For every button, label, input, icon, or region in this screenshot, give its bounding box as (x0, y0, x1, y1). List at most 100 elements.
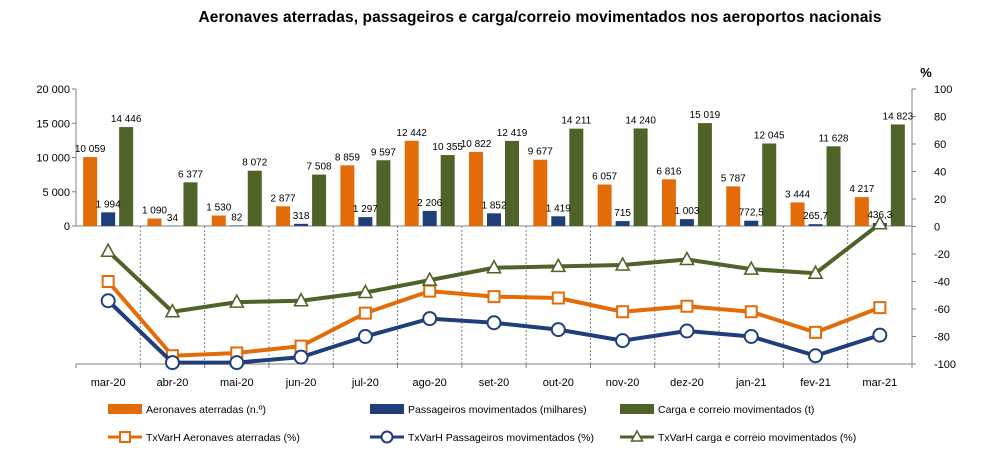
right-axis-tick-label: -80 (934, 332, 950, 344)
bar-data-label: 5 787 (721, 173, 746, 184)
bar (469, 151, 483, 226)
bar (440, 155, 455, 226)
x-axis-label: mar-21 (862, 377, 897, 389)
point-marker (357, 329, 373, 344)
x-axis-label: jun-20 (285, 377, 317, 389)
bar (854, 197, 869, 226)
x-axis-label: set-20 (479, 377, 510, 389)
point-marker (550, 257, 567, 273)
bar-data-label: 6 377 (178, 169, 203, 180)
lines (100, 215, 888, 371)
legend-marker (630, 429, 644, 442)
axes: 0 5 000 10 000 15 000 20 000 -100 -80 -60 -40 -20… (36, 65, 956, 389)
legend-label: TxVarH Passageiros movimentados (%) (408, 432, 594, 444)
bar-data-label: 14 211 (561, 116, 591, 127)
bar (505, 140, 519, 226)
right-axis-tick-label: 40 (934, 167, 946, 179)
point-marker (872, 327, 888, 343)
point-marker (421, 271, 438, 286)
point-marker (614, 256, 631, 271)
bar (790, 202, 805, 226)
left-axis-tick-label: 15 000 (36, 118, 70, 130)
point-marker (616, 305, 630, 319)
bar-data-label: 1 090 (142, 206, 167, 217)
left-axis-tick-label: 20 000 (36, 84, 70, 96)
bar (404, 140, 419, 226)
point-marker (101, 275, 115, 288)
bar-data-label: 14 823 (883, 111, 914, 122)
bar (744, 220, 759, 226)
bar-data-label: 1 994 (96, 199, 121, 210)
legend-label: Aeronaves aterradas (n.º) (146, 404, 266, 416)
bar-data-label: 10 355 (432, 142, 463, 153)
bar-labels: 10 059 1 090 1 530 2 877 8 859 12 442 10 822 9 … (75, 110, 914, 224)
point-marker (358, 306, 372, 320)
bar (615, 221, 630, 226)
bar-data-label: 9 597 (371, 147, 396, 158)
legend: Aeronaves aterradas (n.º) Passageiros mov… (108, 404, 856, 444)
bar (211, 215, 226, 226)
right-axis-tick-label: 80 (934, 112, 946, 124)
bar (312, 174, 327, 226)
bar-data-label: 12 045 (754, 130, 785, 141)
bar-data-label: 14 446 (111, 114, 142, 125)
legend-swatch (620, 404, 654, 414)
point-marker (229, 355, 245, 371)
right-axis-tick-label: 60 (934, 139, 946, 151)
bar (551, 216, 566, 226)
bar-data-label: 11 628 (819, 133, 849, 144)
legend-swatch (370, 404, 404, 414)
bar-data-label: 1 419 (546, 203, 571, 214)
bar-data-label: 2 877 (271, 193, 296, 204)
point-marker (164, 355, 180, 371)
right-axis-tick-label: -100 (934, 359, 956, 371)
point-marker (807, 264, 824, 280)
point-marker (551, 291, 565, 305)
point-marker (680, 299, 694, 313)
bar (147, 218, 162, 226)
point-marker (486, 315, 502, 331)
point-marker (486, 259, 502, 274)
bar (597, 184, 612, 226)
bar-data-label: 82 (231, 212, 243, 223)
bar-data-label: 772,5 (739, 208, 764, 219)
point-marker (100, 293, 116, 309)
bar (661, 179, 676, 226)
x-axis-label: nov-20 (606, 377, 640, 389)
legend-marker (380, 430, 394, 444)
bar-data-label: 8 072 (242, 158, 267, 169)
x-axis-label: mai-20 (220, 377, 254, 389)
bar (533, 159, 548, 226)
point-marker (293, 349, 309, 365)
left-axis-tick-label: 5 000 (42, 187, 70, 199)
point-marker (615, 333, 631, 349)
bar (569, 128, 584, 226)
bar (808, 224, 823, 226)
right-axis-tick-label: -40 (934, 277, 950, 289)
right-axis-tick-label: -20 (934, 249, 950, 261)
bar-data-label: 318 (293, 211, 310, 222)
bar-data-label: 715 (614, 208, 631, 219)
point-marker (100, 242, 116, 258)
bar-data-label: 1 852 (481, 200, 506, 211)
bar-data-label: 2 206 (417, 198, 442, 209)
x-axis-label: out-20 (543, 377, 574, 389)
right-axis-tick-label: 100 (934, 84, 952, 96)
right-axis-tick-label: 20 (934, 194, 946, 206)
bar-data-label: 8 859 (335, 152, 360, 163)
bar-data-label: 6 816 (656, 166, 681, 177)
x-axis-label: mar-20 (91, 377, 126, 389)
x-axis-label: fev-21 (800, 377, 831, 389)
legend-marker (119, 431, 131, 443)
left-axis-tick-label: 10 000 (36, 153, 70, 165)
bars (83, 123, 905, 226)
bar (376, 160, 391, 226)
bar (229, 225, 244, 226)
point-marker (679, 250, 695, 266)
bar (726, 186, 741, 226)
point-marker (808, 348, 824, 364)
bar-data-label: 4 217 (849, 184, 874, 195)
bar (697, 123, 712, 226)
bar (247, 170, 262, 226)
